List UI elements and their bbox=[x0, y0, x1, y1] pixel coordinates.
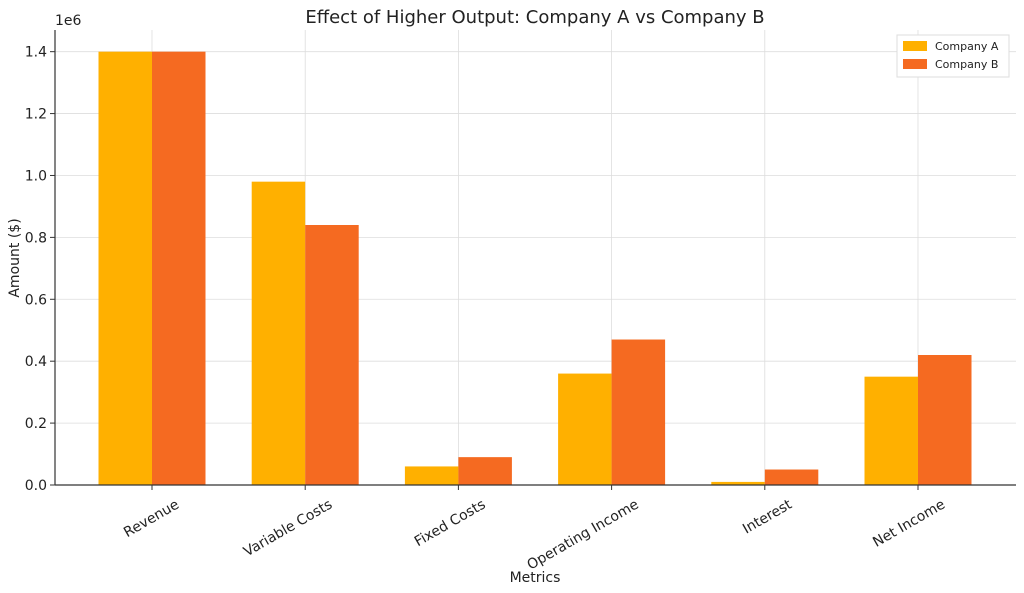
bar-company-b-net-income bbox=[918, 355, 972, 485]
x-tick-label: Fixed Costs bbox=[412, 497, 489, 550]
x-tick-label: Revenue bbox=[121, 497, 182, 541]
bar-company-b-revenue bbox=[152, 51, 206, 486]
bar-company-a-fixed-costs bbox=[404, 466, 459, 485]
bar-company-b-operating-income bbox=[611, 339, 666, 485]
bar-company-a-revenue bbox=[98, 51, 152, 486]
y-offset-label: 1e6 bbox=[55, 13, 82, 29]
x-axis-ticks: Revenue Variable Costs Fixed Costs Operatin… bbox=[121, 485, 948, 573]
bar-company-b-interest bbox=[764, 469, 819, 485]
y-tick-label: 1.4 bbox=[25, 45, 47, 61]
legend: Company A Company B bbox=[896, 34, 1010, 78]
y-tick-label: 1.2 bbox=[25, 107, 47, 123]
legend-label-company-a: Company A bbox=[935, 40, 999, 53]
chart-title: Effect of Higher Output: Company A vs Co… bbox=[305, 7, 764, 28]
y-tick-label: 0.4 bbox=[25, 354, 47, 370]
legend-swatch-company-a bbox=[903, 41, 927, 51]
legend-label-company-b: Company B bbox=[935, 58, 998, 71]
bar-company-b-fixed-costs bbox=[458, 457, 512, 485]
legend-swatch-company-b bbox=[903, 59, 927, 69]
y-tick-label: 0.0 bbox=[25, 478, 47, 494]
x-tick-label: Operating Income bbox=[525, 497, 642, 574]
bar-company-a-net-income bbox=[864, 376, 918, 485]
bar-company-a-variable-costs bbox=[251, 181, 306, 485]
bar-company-a-interest bbox=[711, 481, 765, 485]
y-axis-label: Amount ($) bbox=[7, 218, 23, 297]
x-tick-label: Interest bbox=[740, 496, 795, 537]
y-axis-ticks: 0.0 0.2 0.4 0.6 0.8 1.0 1.2 1.4 bbox=[25, 45, 55, 494]
bar-company-b-variable-costs bbox=[305, 225, 359, 485]
y-tick-label: 1.0 bbox=[25, 168, 47, 184]
x-axis-label: Metrics bbox=[510, 570, 561, 586]
y-tick-label: 0.6 bbox=[25, 292, 47, 308]
bar-company-a-operating-income bbox=[558, 373, 612, 485]
y-tick-label: 0.2 bbox=[25, 416, 47, 432]
y-tick-label: 0.8 bbox=[25, 230, 47, 246]
x-tick-label: Net Income bbox=[870, 497, 948, 551]
axes bbox=[54, 30, 1016, 486]
x-tick-label: Variable Costs bbox=[241, 497, 335, 561]
bars bbox=[98, 51, 972, 486]
